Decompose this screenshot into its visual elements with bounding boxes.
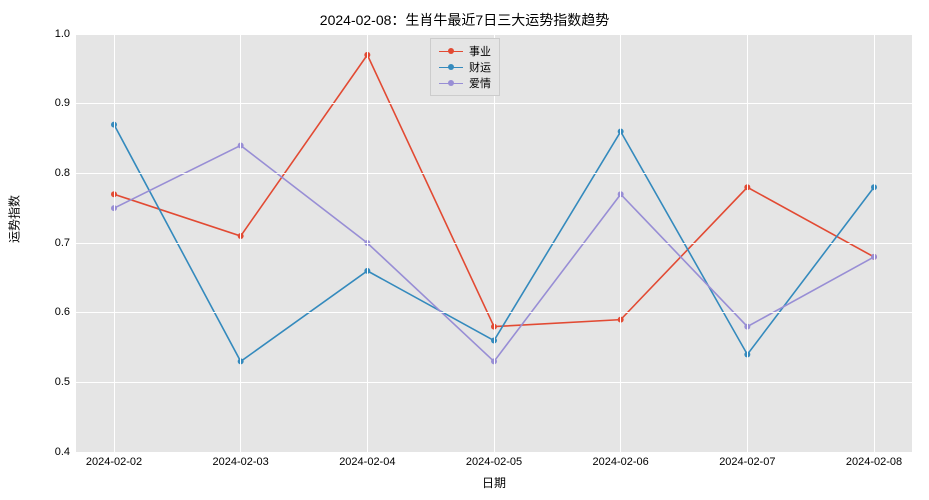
y-tick-label: 1.0 — [55, 28, 70, 40]
y-tick-label: 0.4 — [55, 446, 70, 458]
x-gridline — [240, 34, 241, 452]
legend-label: 财运 — [469, 59, 491, 75]
x-gridline — [494, 34, 495, 452]
x-axis-label: 日期 — [482, 474, 506, 491]
legend-label: 爱情 — [469, 75, 491, 91]
x-tick-label: 2024-02-08 — [846, 456, 902, 468]
legend-line-icon — [439, 83, 463, 84]
legend-marker-icon — [448, 64, 454, 70]
x-tick-label: 2024-02-02 — [86, 456, 142, 468]
legend-marker-icon — [448, 80, 454, 86]
legend: 事业财运爱情 — [430, 38, 500, 96]
legend-item: 爱情 — [439, 75, 491, 91]
chart-title: 2024-02-08：生肖牛最近7日三大运势指数趋势 — [0, 10, 929, 30]
y-axis-label: 运势指数 — [6, 195, 23, 243]
x-tick-label: 2024-02-07 — [719, 456, 775, 468]
x-gridline — [114, 34, 115, 452]
x-gridline — [620, 34, 621, 452]
figure: 2024-02-08：生肖牛最近7日三大运势指数趋势 运势指数 日期 事业财运爱… — [0, 0, 929, 500]
y-tick-label: 0.7 — [55, 237, 70, 249]
legend-marker-icon — [448, 48, 454, 54]
y-tick-label: 0.6 — [55, 306, 70, 318]
x-gridline — [367, 34, 368, 452]
legend-line-icon — [439, 67, 463, 68]
y-tick-label: 0.5 — [55, 376, 70, 388]
y-tick-label: 0.9 — [55, 97, 70, 109]
y-tick-label: 0.8 — [55, 167, 70, 179]
x-gridline — [874, 34, 875, 452]
legend-item: 财运 — [439, 59, 491, 75]
x-tick-label: 2024-02-04 — [339, 456, 395, 468]
x-gridline — [747, 34, 748, 452]
x-tick-label: 2024-02-03 — [213, 456, 269, 468]
plot-area — [76, 34, 912, 452]
legend-label: 事业 — [469, 43, 491, 59]
legend-item: 事业 — [439, 43, 491, 59]
x-tick-label: 2024-02-05 — [466, 456, 522, 468]
x-tick-label: 2024-02-06 — [593, 456, 649, 468]
legend-line-icon — [439, 51, 463, 52]
